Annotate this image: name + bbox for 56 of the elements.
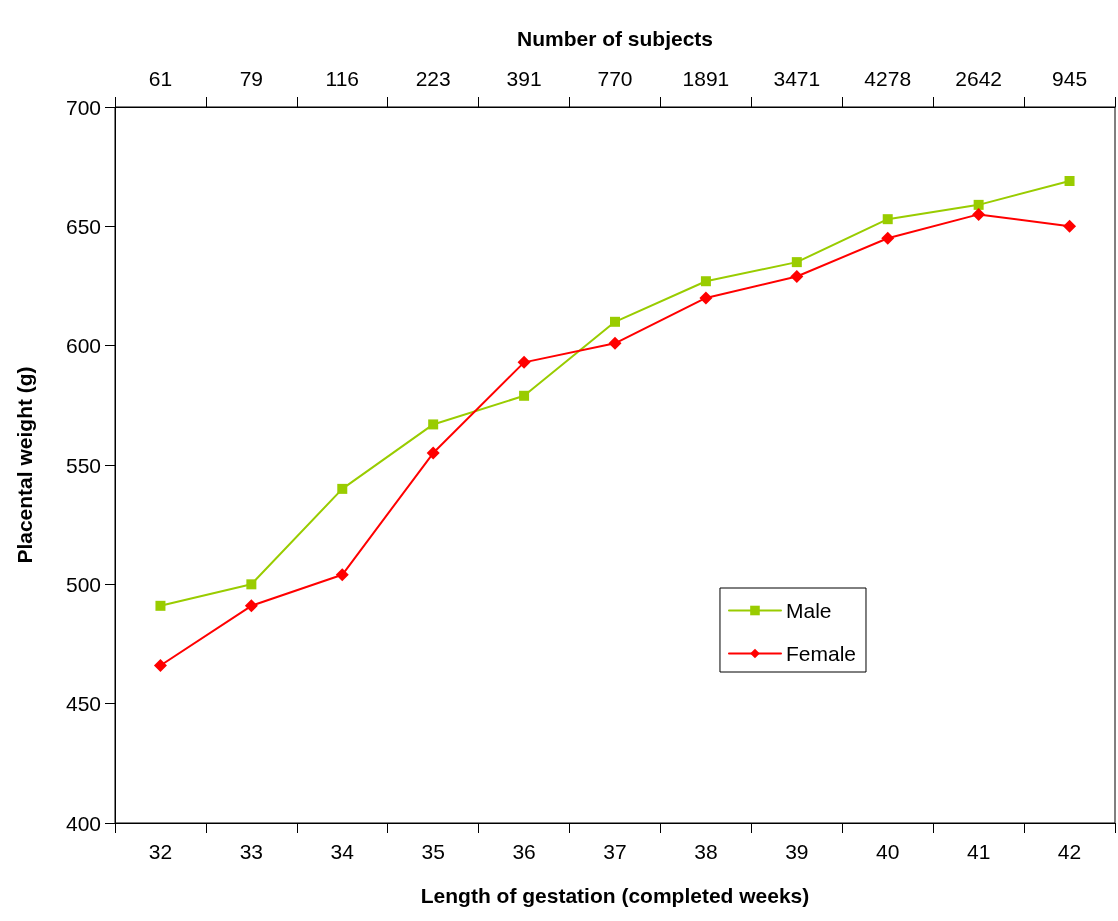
- point: [882, 214, 893, 225]
- text: 1891: [682, 67, 730, 90]
- text: 391: [506, 67, 542, 90]
- text: 770: [597, 67, 633, 90]
- y-tick-label: 550: [65, 453, 101, 477]
- y-tick-label: 700: [65, 95, 101, 119]
- x-tick-label: 41: [966, 840, 991, 863]
- text: 223: [415, 67, 451, 90]
- x-tick-label: 35: [421, 840, 445, 863]
- x-tick-label: 33: [239, 840, 264, 863]
- x2-axis-title: Number of subjects: [516, 27, 714, 50]
- point: [1063, 219, 1077, 233]
- x-axis-title: Length of gestation (completed weeks): [420, 884, 810, 907]
- text: 79: [239, 67, 264, 90]
- text: 945: [1052, 67, 1088, 90]
- y-tick-label: 450: [65, 692, 101, 716]
- point: [608, 336, 622, 350]
- x-tick-label: 32: [148, 840, 173, 863]
- point: [699, 291, 713, 305]
- point: [426, 446, 440, 460]
- y-axis-title: Placental weight (g): [13, 366, 36, 564]
- point: [428, 419, 439, 430]
- y-tick-label: 650: [65, 214, 101, 238]
- point: [155, 600, 166, 611]
- y-tick-label: 600: [65, 334, 101, 358]
- point: [791, 257, 802, 268]
- point: [337, 483, 348, 494]
- point: [610, 316, 620, 327]
- text: 4278: [864, 67, 912, 90]
- point: [244, 599, 258, 613]
- text: 3471: [773, 67, 821, 90]
- x-tick-label: 34: [330, 840, 355, 863]
- text: 61: [148, 67, 173, 90]
- text: 116: [325, 67, 360, 90]
- point: [972, 207, 986, 221]
- legend-label: Male: [785, 599, 832, 622]
- point: [519, 390, 530, 401]
- point: [153, 658, 167, 672]
- point: [881, 231, 895, 245]
- x-tick-label: 39: [785, 840, 809, 863]
- point: [1064, 175, 1075, 186]
- point: [335, 568, 349, 582]
- y-tick-label: 400: [65, 811, 101, 835]
- point: [700, 276, 711, 287]
- legend-label: Female: [785, 642, 857, 665]
- point: [790, 269, 804, 283]
- point: [973, 199, 984, 210]
- point: [517, 355, 531, 369]
- y-tick-label: 500: [65, 572, 101, 596]
- x-tick-label: 38: [694, 840, 718, 863]
- x-tick-label: 42: [1057, 840, 1082, 863]
- text: 2642: [955, 67, 1002, 90]
- x-tick-label: 40: [876, 840, 900, 863]
- x-tick-label: 36: [512, 840, 536, 863]
- x-tick-label: 37: [603, 840, 627, 863]
- point: [246, 579, 257, 590]
